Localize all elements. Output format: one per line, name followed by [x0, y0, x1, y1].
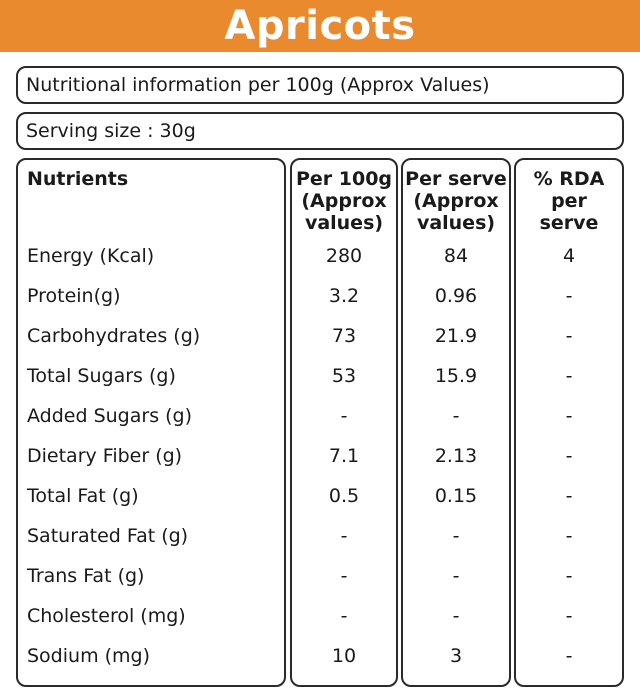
- nutrient-name: Total Fat (g): [27, 485, 139, 507]
- nutrient-name: Energy (Kcal): [27, 245, 155, 267]
- rda-value: -: [565, 285, 573, 307]
- perserve-value: -: [452, 565, 460, 587]
- nutrients-header: Nutrients: [27, 168, 284, 190]
- per100-header-line3: values): [304, 212, 384, 234]
- perserve-header-line3: values): [416, 212, 496, 234]
- nutrients-column: Nutrients Energy (Kcal) Protein(g) Carbohy…: [16, 158, 286, 687]
- perserve-header-line1: Per serve: [405, 168, 507, 190]
- rda-value: -: [565, 565, 573, 587]
- nutrition-info-text: Nutritional information per 100g (Approx…: [26, 74, 490, 96]
- per100-value: 10: [331, 645, 357, 667]
- nutrients-header-label: Nutrients: [27, 168, 129, 190]
- rda-column: % RDA per serve 4 - - - - - - - - - -: [514, 158, 624, 687]
- serving-size-text: Serving size : 30g: [26, 120, 196, 142]
- per100-value: 0.5: [328, 485, 360, 507]
- rda-value: -: [565, 605, 573, 627]
- per100-header-line1: Per 100g: [295, 168, 393, 190]
- per100-header: Per 100g (Approx values): [292, 168, 396, 234]
- nutrient-name: Added Sugars (g): [27, 405, 193, 427]
- perserve-value: -: [452, 405, 460, 427]
- perserve-value: 15.9: [434, 365, 478, 387]
- per100-header-line2: (Approx: [301, 190, 387, 212]
- perserve-column: Per serve (Approx values) 84 0.96 21.9 15.9…: [401, 158, 511, 687]
- nutrition-info-box: Nutritional information per 100g (Approx…: [16, 66, 624, 104]
- per100-value: -: [340, 605, 348, 627]
- perserve-value: 2.13: [434, 445, 478, 467]
- rda-value: -: [565, 485, 573, 507]
- rda-value: -: [565, 525, 573, 547]
- rda-value: -: [565, 445, 573, 467]
- rda-header: % RDA per serve: [516, 168, 622, 234]
- rda-value: -: [565, 365, 573, 387]
- rda-header-line2: per: [551, 190, 587, 212]
- rda-value: -: [565, 405, 573, 427]
- per100-value: 53: [331, 365, 357, 387]
- rda-header-line1: % RDA: [533, 168, 605, 190]
- rda-value: -: [565, 325, 573, 347]
- rda-value: 4: [562, 245, 576, 267]
- rda-header-line3: serve: [539, 212, 599, 234]
- perserve-value: 21.9: [434, 325, 478, 347]
- perserve-value: 3: [449, 645, 463, 667]
- per100-value: 3.2: [328, 285, 360, 307]
- perserve-value: 0.15: [434, 485, 478, 507]
- title-banner: Apricots: [0, 0, 640, 52]
- per100-value: 280: [325, 245, 363, 267]
- perserve-value: -: [452, 605, 460, 627]
- per100-column: Per 100g (Approx values) 280 3.2 73 53 - 7.1 0…: [290, 158, 398, 687]
- perserve-header: Per serve (Approx values): [403, 168, 509, 234]
- perserve-value: 0.96: [434, 285, 478, 307]
- serving-size-box: Serving size : 30g: [16, 112, 624, 150]
- perserve-header-line2: (Approx: [413, 190, 499, 212]
- nutrient-name: Dietary Fiber (g): [27, 445, 183, 467]
- per100-value: 73: [331, 325, 357, 347]
- page-title: Apricots: [224, 3, 416, 49]
- per100-value: 7.1: [328, 445, 360, 467]
- nutrient-name: Cholesterol (mg): [27, 605, 186, 627]
- rda-value: -: [565, 645, 573, 667]
- per100-value: -: [340, 405, 348, 427]
- per100-value: -: [340, 565, 348, 587]
- perserve-value: -: [452, 525, 460, 547]
- nutrient-name: Protein(g): [27, 285, 121, 307]
- perserve-value: 84: [443, 245, 469, 267]
- nutrient-name: Trans Fat (g): [27, 565, 145, 587]
- nutrient-name: Carbohydrates (g): [27, 325, 201, 347]
- nutrient-name: Total Sugars (g): [27, 365, 176, 387]
- per100-value: -: [340, 525, 348, 547]
- nutrient-name: Saturated Fat (g): [27, 525, 189, 547]
- nutrient-name: Sodium (mg): [27, 645, 151, 667]
